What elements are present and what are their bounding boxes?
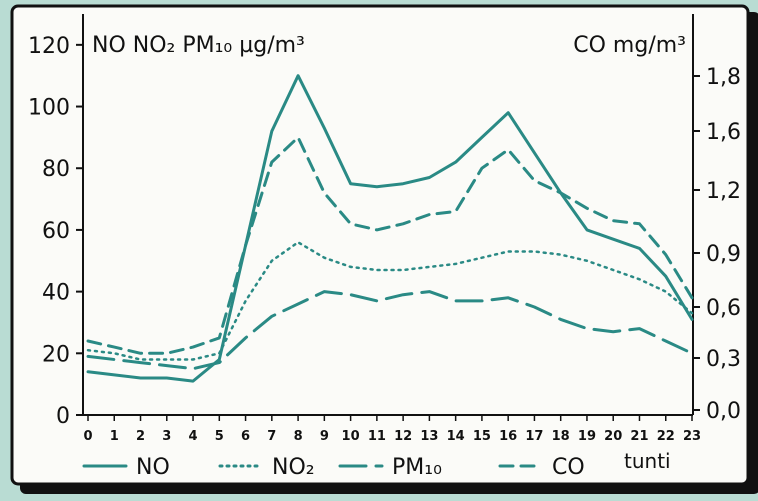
x-tick-label: 9 [320, 429, 329, 444]
left-tick-label: 80 [42, 157, 70, 182]
series-line-pm [86, 290, 694, 371]
x-tick-label: 13 [420, 429, 438, 444]
x-tick-label: 6 [241, 429, 250, 444]
left-tick-label: 100 [28, 96, 70, 121]
x-tick-label: 8 [294, 429, 303, 444]
left-tick-label: 40 [42, 281, 70, 306]
x-tick-label: 22 [657, 429, 675, 444]
series-line-no [86, 74, 694, 383]
x-tick-label: 15 [473, 429, 491, 444]
x-axis-ticks: 0 1 2 3 4 5 6 7 8 9 10 11 12 13 14 15 16 17 18 19 20 21 22 23 [83, 415, 701, 444]
left-tick-label: 120 [28, 34, 70, 59]
series-line-no [86, 241, 694, 361]
left-axis-ticks: 0 20 40 60 80 100 120 [28, 34, 83, 429]
legend-label: CO [552, 455, 585, 480]
x-tick-label: 5 [215, 429, 224, 444]
x-tick-label: 4 [189, 429, 198, 444]
series-lines [86, 74, 694, 383]
right-tick-label: 1,8 [706, 65, 741, 90]
right-tick-label: 0,0 [706, 399, 741, 424]
x-tick-label: 10 [342, 429, 360, 444]
series-line-co [86, 135, 694, 355]
left-axis-label: NO NO₂ PM₁₀ µg/m³ [92, 33, 305, 58]
left-tick-label: 0 [56, 404, 70, 429]
x-tick-label: 11 [368, 429, 386, 444]
x-tick-label: 18 [552, 429, 570, 444]
x-tick-label: 14 [447, 429, 465, 444]
right-tick-label: 1,2 [706, 179, 741, 204]
legend-label: NO₂ [272, 455, 315, 480]
legend-label: NO [136, 455, 170, 480]
x-tick-label: 20 [604, 429, 622, 444]
x-tick-label: 0 [83, 429, 92, 444]
x-tick-label: 16 [499, 429, 517, 444]
right-axis-ticks: 0,0 0,3 0,6 0,9 1,2 1,6 1,8 [693, 65, 741, 424]
x-tick-label: 1 [110, 429, 119, 444]
right-tick-label: 0,6 [706, 296, 741, 321]
legend-label: PM₁₀ [392, 455, 442, 480]
x-tick-label: 3 [162, 429, 171, 444]
right-tick-label: 0,9 [706, 242, 741, 267]
right-tick-label: 1,6 [706, 120, 741, 145]
x-tick-label: 19 [578, 429, 596, 444]
x-tick-label: 2 [136, 429, 145, 444]
right-tick-label: 0,3 [706, 347, 741, 372]
x-axis-label: tunti [624, 449, 671, 473]
chart-frame [10, 4, 750, 486]
left-tick-label: 20 [42, 342, 70, 367]
x-tick-label: 17 [525, 429, 543, 444]
x-tick-label: 7 [267, 429, 276, 444]
legend: NO NO₂ PM₁₀ CO [82, 455, 585, 480]
x-tick-label: 23 [683, 429, 701, 444]
right-axis-label: CO mg/m³ [573, 33, 686, 58]
left-tick-label: 60 [42, 219, 70, 244]
x-tick-label: 21 [630, 429, 648, 444]
x-tick-label: 12 [394, 429, 412, 444]
